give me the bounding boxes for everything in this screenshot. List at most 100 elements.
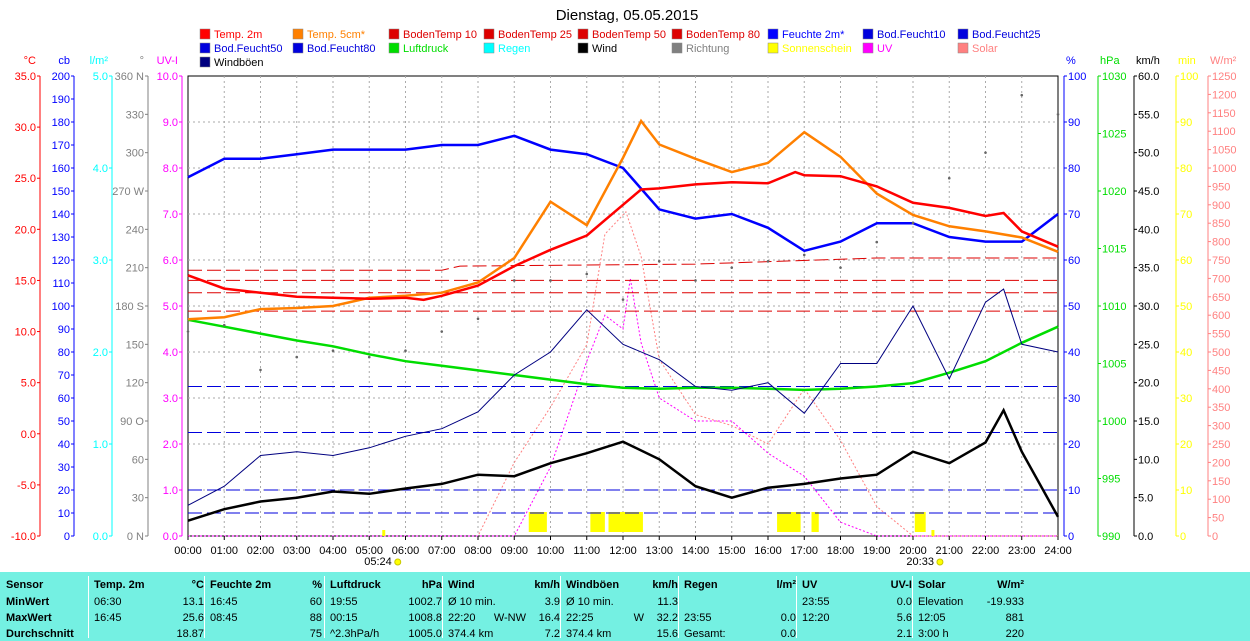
right-tick-label: 60	[1180, 255, 1192, 267]
column-separator	[560, 576, 561, 638]
left-tick-label: 80	[58, 347, 70, 359]
right-tick-label: 750	[1212, 255, 1230, 267]
stats-header-unit: hPa	[421, 579, 442, 591]
legend-label: Windböen	[214, 57, 264, 69]
direction-dot	[730, 266, 734, 269]
right-tick-label: 60	[1068, 255, 1080, 267]
stats-cell-value: -19.933	[986, 596, 1024, 608]
left-tick-label: 20.0	[15, 224, 36, 236]
left-tick-label: 120	[126, 378, 144, 390]
left-tick-label: 5.0	[21, 378, 36, 390]
left-tick-label: 4.0	[163, 347, 178, 359]
stats-cell-time: 22:20	[448, 612, 476, 624]
stats-cell-value: 7.2	[544, 628, 560, 640]
right-tick-label: 100	[1068, 71, 1086, 83]
direction-dot	[440, 330, 444, 333]
stats-cell-direction: W-NW	[493, 612, 526, 624]
direction-dot	[585, 272, 589, 276]
x-tick-label: 19:00	[863, 545, 891, 557]
legend: Temp. 2m Temp. 5cm* BodenTemp 10 BodenTemp …	[199, 28, 1041, 69]
direction-dot	[259, 368, 262, 372]
direction-dot	[512, 279, 516, 282]
stats-cell-value: 0.0	[780, 628, 796, 640]
stats-header-title: Windböen	[566, 579, 620, 591]
legend-swatch	[483, 42, 495, 54]
right-tick-label: 990	[1102, 531, 1120, 543]
right-tick-label: 20.0	[1138, 378, 1159, 390]
left-tick-label: 30	[58, 462, 70, 474]
stats-cell-time: 12:20	[802, 612, 830, 624]
left-tick-label: 70	[58, 370, 70, 382]
left-tick-label: 60	[58, 393, 70, 405]
right-tick-label: 200	[1212, 457, 1230, 469]
left-tick-label: 1.0	[93, 439, 108, 451]
right-tick-label: 650	[1212, 292, 1230, 304]
direction-dot	[1020, 93, 1024, 97]
right-tick-label: 20	[1180, 439, 1192, 451]
axes: °C 35.0 30.0 25.0 20.0 15.0 10.0 5.0 0.0 -5.0 -10.…	[11, 55, 1237, 543]
right-tick-label: 800	[1212, 237, 1230, 249]
x-tick-label: 24:00	[1044, 545, 1072, 557]
left-tick-label: 130	[52, 232, 70, 244]
stats-cell-value: 18.87	[176, 628, 204, 640]
stats-cell-value: 60	[309, 596, 322, 608]
stats-cell-value: 3.9	[544, 596, 560, 608]
stats-cell-time: Ø 10 min.	[448, 596, 496, 608]
stats-cell-value: 5.6	[896, 612, 912, 624]
x-tick-label: 05:00	[355, 545, 383, 557]
direction-dot	[766, 259, 770, 263]
left-tick-label: 110	[52, 278, 70, 290]
stats-cell-time: 00:15	[330, 612, 358, 624]
right-tick-label: 30	[1068, 393, 1080, 405]
stats-header-title: UV	[802, 579, 818, 591]
right-tick-label: 995	[1102, 474, 1120, 486]
x-tick-label: 15:00	[718, 545, 746, 557]
right-tick-label: 100	[1180, 71, 1198, 83]
left-tick-label: 90 O	[120, 416, 144, 428]
left-tick-label: 330	[126, 109, 144, 121]
right-tick-label: 600	[1212, 310, 1230, 322]
left-tick-label: 30.0	[15, 122, 36, 134]
right-axis-unit: hPa	[1100, 55, 1120, 67]
x-tick-label: 20:00	[899, 545, 927, 557]
stats-header-title: Solar	[918, 579, 946, 591]
stats-row-label: MaxWert	[6, 612, 52, 624]
right-tick-label: 700	[1212, 273, 1230, 285]
weather-chart: Dienstag, 05.05.2015 Temp. 2m Temp. 5cm* B…	[11, 7, 1237, 568]
right-tick-label: 0	[1180, 531, 1186, 543]
right-tick-label: 70	[1180, 209, 1192, 221]
right-tick-label: 60.0	[1138, 71, 1159, 83]
legend-label: Bod.Feucht25	[972, 29, 1041, 41]
direction-dot	[186, 330, 190, 333]
legend-swatch	[767, 28, 779, 40]
legend-swatch	[199, 28, 211, 40]
right-tick-label: 50.0	[1138, 148, 1159, 160]
left-tick-label: 2.0	[163, 439, 178, 451]
left-axis-unit: l/m²	[90, 55, 109, 67]
left-tick-label: 180 S	[115, 301, 144, 313]
stats-cell-value: 2.1	[896, 628, 912, 640]
left-tick-label: 90	[58, 324, 70, 336]
stats-cell-time: Elevation	[918, 596, 964, 608]
left-tick-label: 210	[126, 263, 144, 275]
direction-dot	[657, 259, 661, 263]
x-tick-label: 23:00	[1008, 545, 1036, 557]
legend-swatch	[957, 42, 969, 54]
direction-dot	[694, 279, 697, 282]
left-tick-label: 10.0	[157, 71, 178, 83]
left-tick-label: 30	[132, 493, 144, 505]
stats-cell-time: 06:30	[94, 596, 122, 608]
right-tick-label: 80	[1180, 163, 1192, 175]
sunset-label: 20:33	[906, 556, 934, 568]
series-temp-5cm	[187, 118, 1059, 321]
stats-cell-value: 16.4	[538, 612, 560, 624]
left-tick-label: 2.0	[93, 347, 108, 359]
right-tick-label: 50	[1068, 301, 1080, 313]
right-tick-label: 250	[1212, 439, 1230, 451]
right-tick-label: 80	[1068, 163, 1080, 175]
stats-cell-time: 22:25	[566, 612, 594, 624]
left-tick-label: 40	[58, 439, 70, 451]
stats-cell-value: 1005.0	[408, 628, 442, 640]
stats-header-title: Luftdruck	[330, 579, 381, 591]
series-windb-en	[187, 288, 1059, 506]
